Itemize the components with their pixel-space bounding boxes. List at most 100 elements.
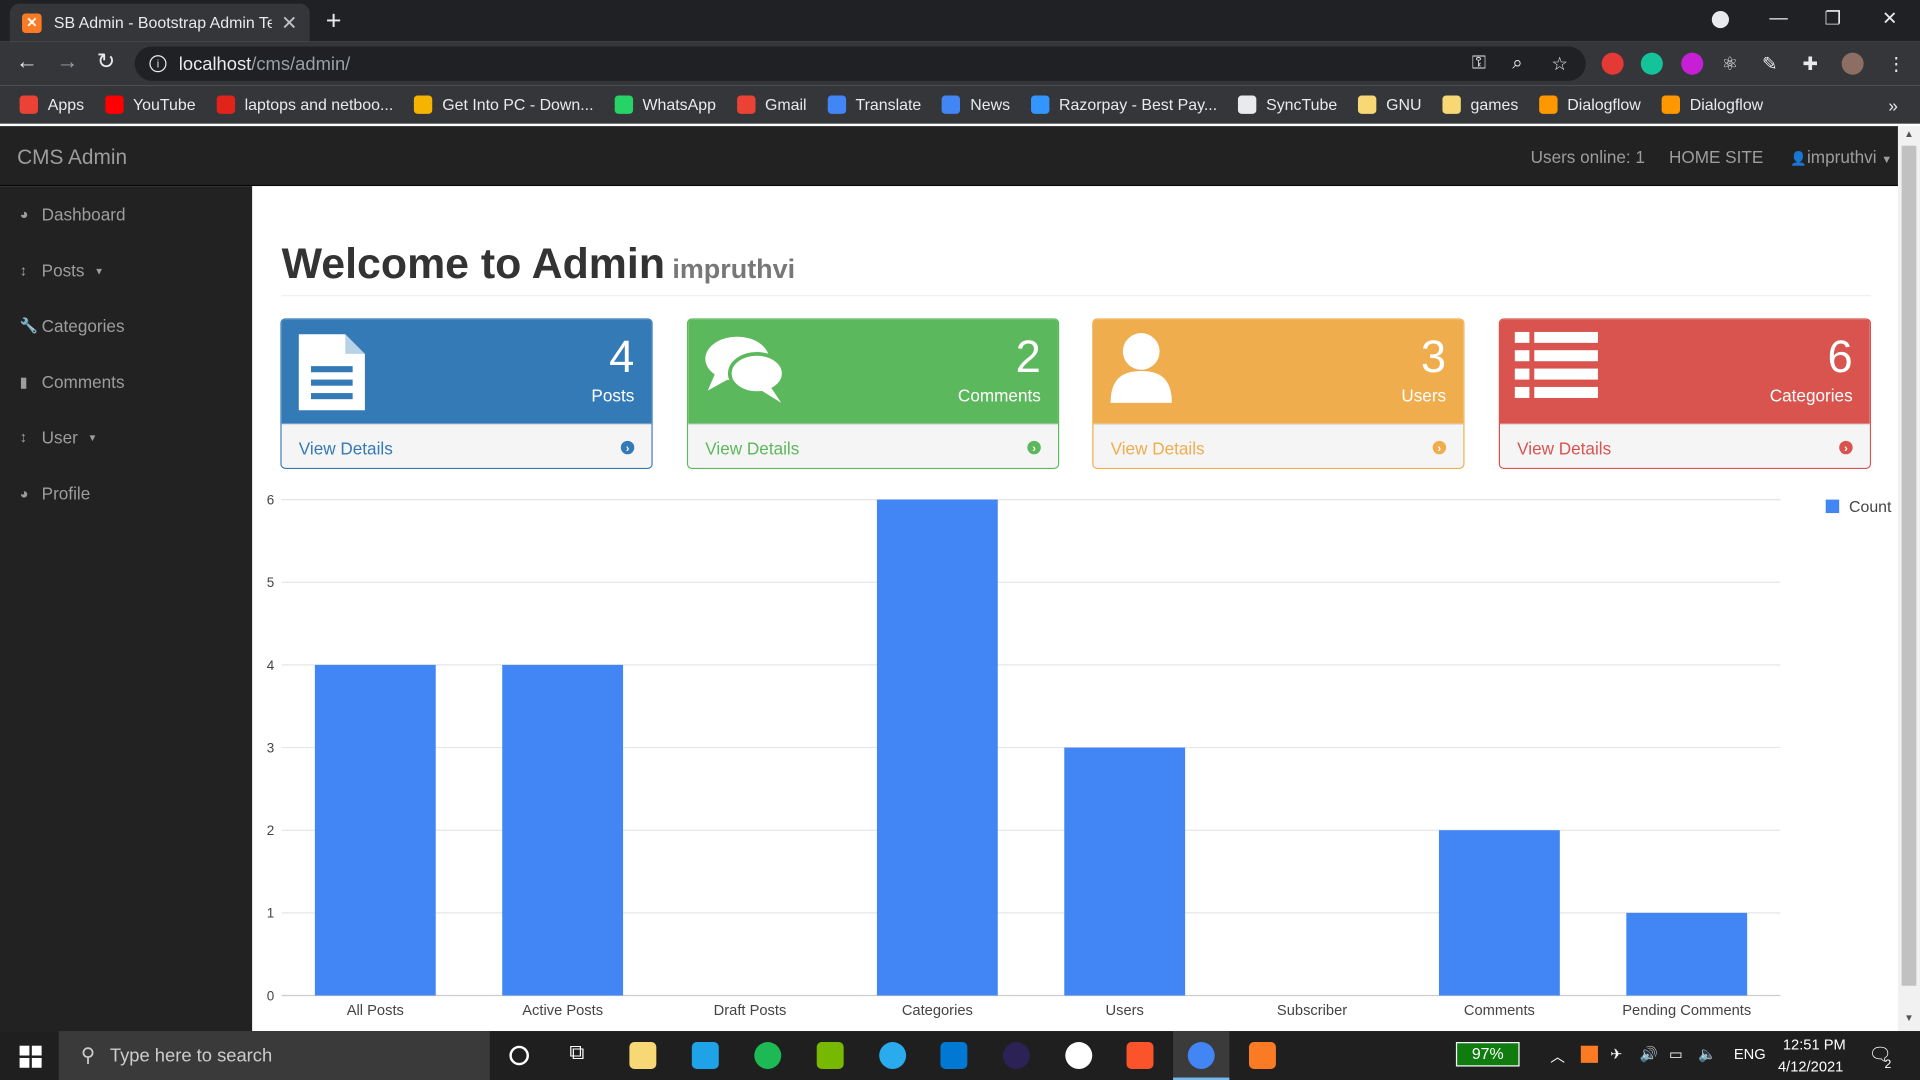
profile-dropdown-icon[interactable] xyxy=(1711,11,1729,29)
app-l-icon[interactable] xyxy=(691,1042,719,1069)
taskbar-search[interactable]: ⚲ Type here to search xyxy=(58,1031,490,1080)
brave-icon[interactable] xyxy=(1126,1042,1154,1069)
bookmark-item[interactable]: SyncTube xyxy=(1237,95,1337,114)
extension-icon[interactable] xyxy=(1601,52,1624,75)
home-site-link[interactable]: HOME SITE xyxy=(1668,146,1764,167)
scroll-up-icon[interactable]: ▲ xyxy=(1904,128,1914,140)
windows-start-icon[interactable] xyxy=(19,1045,42,1068)
clock-time[interactable]: 12:51 PM xyxy=(1782,1035,1846,1054)
sidebar-item-user[interactable]: ↕ User ▼ xyxy=(20,427,98,447)
address-bar[interactable]: i localhost /cms/admin/ xyxy=(134,46,1586,81)
synctube-icon xyxy=(1237,95,1257,114)
bookmark-label: games xyxy=(1470,95,1519,114)
stat-panel-comments: 2 Comments View Details › xyxy=(686,318,1060,469)
scrollbar-thumb[interactable] xyxy=(1901,145,1917,986)
y-tick-label: 3 xyxy=(267,740,274,755)
zoom-icon[interactable]: ⌕ xyxy=(1512,52,1523,74)
dashboard-icon: ◕ xyxy=(19,484,29,503)
forward-icon[interactable]: → xyxy=(56,48,79,74)
view-details-link[interactable]: View Details › xyxy=(688,423,1058,468)
extension-icon[interactable] xyxy=(1681,52,1704,75)
speaker-icon[interactable]: 🔈 xyxy=(1698,1045,1717,1063)
scroll-down-icon[interactable]: ▼ xyxy=(1904,1012,1914,1024)
cortana-icon[interactable] xyxy=(509,1045,529,1066)
site-info-icon[interactable]: i xyxy=(149,55,167,73)
language-indicator[interactable]: ENG xyxy=(1733,1045,1766,1063)
app-w-icon[interactable] xyxy=(1065,1042,1093,1069)
battery-indicator[interactable]: 97% xyxy=(1455,1042,1520,1067)
airplane-icon[interactable]: ✈ xyxy=(1610,1045,1623,1063)
task-view-icon[interactable]: ⧉ xyxy=(569,1040,585,1065)
bar xyxy=(1438,830,1560,996)
grammarly-icon[interactable] xyxy=(1640,52,1663,75)
caret-down-icon: ▼ xyxy=(1881,153,1893,166)
new-tab-icon[interactable]: + xyxy=(325,4,342,36)
comments-icon xyxy=(703,332,786,412)
sidebar-item-posts[interactable]: ↕ Posts ▼ xyxy=(20,261,104,281)
view-details-link[interactable]: View Details › xyxy=(1093,423,1464,468)
file-explorer-icon[interactable] xyxy=(629,1042,657,1069)
bookmark-item[interactable]: Translate xyxy=(827,95,921,114)
bookmark-item[interactable]: Apps xyxy=(19,95,84,114)
bookmarks-overflow-icon[interactable]: » xyxy=(1888,95,1898,116)
spotify-icon[interactable] xyxy=(754,1042,782,1069)
panel-label: Users xyxy=(1401,385,1447,406)
panel-count: 2 xyxy=(1015,331,1041,383)
panel-heading: 2 Comments xyxy=(688,319,1058,424)
sidebar-item-profile[interactable]: ◕ Profile xyxy=(20,484,91,504)
close-window-icon[interactable]: ✕ xyxy=(1882,8,1898,30)
view-details-link[interactable]: View Details › xyxy=(1500,423,1870,468)
bookmark-item[interactable]: News xyxy=(942,95,1010,114)
page-scrollbar[interactable]: ▲ ▼ xyxy=(1897,126,1920,1032)
key-icon[interactable]: ⚿ xyxy=(1471,52,1486,74)
notifications-icon[interactable]: 🗨 xyxy=(1868,1044,1892,1066)
sidebar-item-categories[interactable]: 🔧 Categories xyxy=(20,316,125,336)
bookmark-item[interactable]: Gmail xyxy=(736,95,807,114)
chrome-taskbar-active[interactable] xyxy=(1173,1031,1230,1080)
user-menu[interactable]: 👤impruthvi ▼ xyxy=(1790,147,1892,167)
minimize-icon[interactable]: — xyxy=(1769,7,1788,29)
sidebar-item-label: Posts xyxy=(41,260,85,281)
tray-overflow-icon[interactable]: ︿ xyxy=(1550,1048,1565,1066)
back-icon[interactable]: ← xyxy=(15,48,38,74)
vscode-icon[interactable] xyxy=(940,1042,968,1069)
bookmark-item[interactable]: Get Into PC - Down... xyxy=(414,95,594,114)
pen-icon[interactable]: ✎ xyxy=(1762,53,1778,75)
dialogflow-icon xyxy=(1539,95,1558,114)
bookmark-item[interactable]: YouTube xyxy=(104,95,196,114)
bookmark-item[interactable]: WhatsApp xyxy=(614,95,716,114)
bookmark-star-icon[interactable]: ☆ xyxy=(1551,53,1568,75)
restore-icon[interactable]: ❐ xyxy=(1824,8,1841,30)
bookmark-item[interactable]: Dialogflow xyxy=(1661,95,1764,114)
menu-kebab-icon[interactable]: ⋮ xyxy=(1886,53,1906,75)
bookmark-item[interactable]: GNU xyxy=(1358,95,1422,114)
arrow-circle-right-icon: › xyxy=(1432,440,1447,455)
extensions-puzzle-icon[interactable]: ✚ xyxy=(1802,53,1818,75)
view-details-link[interactable]: View Details › xyxy=(281,423,652,468)
sidebar-item-label: Comments xyxy=(41,372,125,392)
bookmark-label: Dialogflow xyxy=(1689,95,1764,114)
sidebar-item-comments[interactable]: ▮ Comments xyxy=(20,372,125,392)
sidebar-item-dashboard[interactable]: ◕ Dashboard xyxy=(20,204,126,224)
user-icon xyxy=(1108,332,1174,412)
eclipse-icon[interactable] xyxy=(1002,1042,1030,1069)
bookmark-item[interactable]: Dialogflow xyxy=(1539,95,1641,114)
volume-icon[interactable]: 🔊 xyxy=(1639,1045,1658,1063)
browser-tab[interactable]: ✕ SB Admin - Bootstrap Admin Ten ✕ xyxy=(9,3,310,42)
reload-icon[interactable]: ↻ xyxy=(96,48,116,74)
clock-date[interactable]: 4/12/2021 xyxy=(1777,1057,1844,1076)
close-tab-icon[interactable]: ✕ xyxy=(281,12,298,34)
bookmark-item[interactable]: games xyxy=(1442,95,1519,114)
bookmark-item[interactable]: Razorpay - Best Pay... xyxy=(1030,95,1217,114)
react-devtools-icon[interactable]: ⚛ xyxy=(1721,53,1739,75)
xampp-icon[interactable] xyxy=(1248,1042,1276,1069)
bookmark-item[interactable]: laptops and netboo... xyxy=(216,95,393,114)
panel-heading: 4 Posts xyxy=(281,319,652,424)
y-tick-label: 1 xyxy=(267,906,274,921)
xampp-tray-icon[interactable] xyxy=(1580,1045,1598,1063)
brand[interactable]: CMS Admin xyxy=(17,145,128,169)
avatar[interactable] xyxy=(1841,52,1864,75)
nvidia-icon[interactable] xyxy=(816,1042,844,1069)
network-icon[interactable]: ▭ xyxy=(1668,1045,1683,1063)
telegram-icon[interactable] xyxy=(879,1042,907,1069)
